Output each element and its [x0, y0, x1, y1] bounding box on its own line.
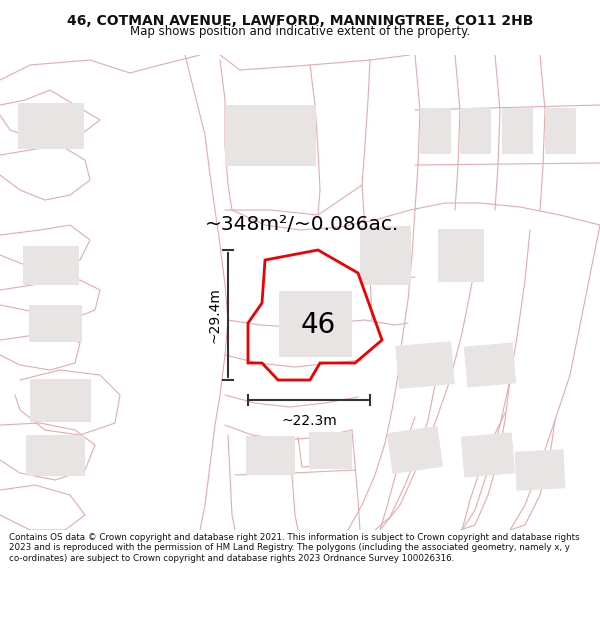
- Polygon shape: [437, 229, 482, 281]
- Polygon shape: [388, 427, 443, 473]
- Polygon shape: [279, 291, 351, 356]
- Polygon shape: [515, 450, 565, 490]
- Polygon shape: [460, 107, 490, 152]
- Polygon shape: [420, 107, 450, 152]
- Polygon shape: [461, 433, 515, 477]
- Polygon shape: [545, 107, 575, 152]
- Text: Contains OS data © Crown copyright and database right 2021. This information is : Contains OS data © Crown copyright and d…: [9, 533, 580, 562]
- Polygon shape: [396, 342, 454, 388]
- Polygon shape: [17, 102, 83, 148]
- Text: 46, COTMAN AVENUE, LAWFORD, MANNINGTREE, CO11 2HB: 46, COTMAN AVENUE, LAWFORD, MANNINGTREE,…: [67, 14, 533, 28]
- Text: ~22.3m: ~22.3m: [281, 414, 337, 428]
- Polygon shape: [29, 305, 81, 341]
- Text: ~348m²/~0.086ac.: ~348m²/~0.086ac.: [205, 216, 399, 234]
- Polygon shape: [309, 432, 351, 468]
- Polygon shape: [360, 226, 410, 284]
- Polygon shape: [502, 107, 532, 152]
- Polygon shape: [30, 379, 90, 421]
- Polygon shape: [225, 105, 315, 165]
- Text: ~29.4m: ~29.4m: [207, 287, 221, 343]
- Text: 46: 46: [301, 311, 335, 339]
- Polygon shape: [246, 436, 294, 474]
- Text: Map shows position and indicative extent of the property.: Map shows position and indicative extent…: [130, 26, 470, 39]
- Polygon shape: [23, 246, 77, 284]
- Polygon shape: [464, 343, 515, 387]
- Polygon shape: [26, 435, 84, 475]
